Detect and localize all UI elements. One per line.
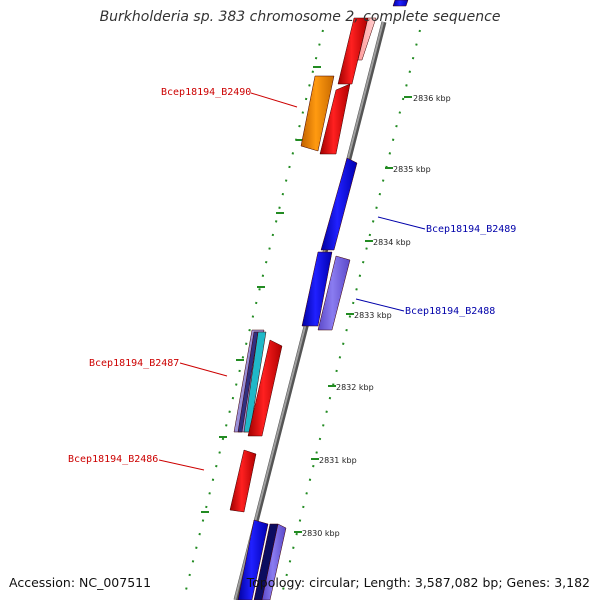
gene-label-b2489: Bcep18194_B2489 [426, 224, 516, 235]
gene-label-b2486: Bcep18194_B2486 [68, 454, 158, 465]
gene-feature [247, 339, 283, 437]
topology-summary: Topology: circular; Length: 3,587,082 bp… [246, 575, 590, 590]
inner-dotted-track [185, 29, 324, 591]
gene-feature [320, 157, 358, 251]
gene-feature [301, 251, 333, 327]
callout-lines [158, 92, 426, 471]
tick-label-2831: 2831 kbp [319, 456, 357, 465]
gene-feature [237, 331, 259, 433]
tick-label-2830: 2830 kbp [302, 529, 340, 538]
tick-label-2833: 2833 kbp [354, 311, 392, 320]
gene-feature [237, 519, 269, 600]
gene-label-b2490: Bcep18194_B2490 [161, 87, 251, 98]
gene-feature [317, 255, 351, 331]
gene-label-b2487: Bcep18194_B2487 [89, 358, 179, 369]
outer-ticks [294, 96, 412, 533]
gene-feature [357, 17, 377, 61]
inner-ticks [201, 66, 321, 513]
gene-feature [319, 83, 351, 155]
gene-labels: Bcep18194_B2490 Bcep18194_B2489 Bcep1819… [68, 87, 516, 465]
gene-label-b2488: Bcep18194_B2488 [405, 306, 495, 317]
tick-label-2832: 2832 kbp [336, 383, 374, 392]
tick-label-2835: 2835 kbp [393, 165, 431, 174]
gene-feature [337, 17, 369, 85]
gene-feature [253, 523, 279, 600]
tick-label-2836: 2836 kbp [413, 94, 451, 103]
gene-feature [392, 0, 409, 7]
forward-genes [229, 0, 409, 600]
accession-text: Accession: NC_007511 [9, 575, 152, 590]
map-title: Burkholderia sp. 383 chromosome 2, compl… [99, 9, 501, 25]
tick-labels: 2836 kbp 2835 kbp 2834 kbp 2833 kbp 2832… [302, 94, 451, 538]
gene-feature [229, 449, 257, 513]
gene-feature [300, 75, 335, 152]
gene-feature [261, 523, 287, 600]
tick-label-2834: 2834 kbp [373, 238, 411, 247]
